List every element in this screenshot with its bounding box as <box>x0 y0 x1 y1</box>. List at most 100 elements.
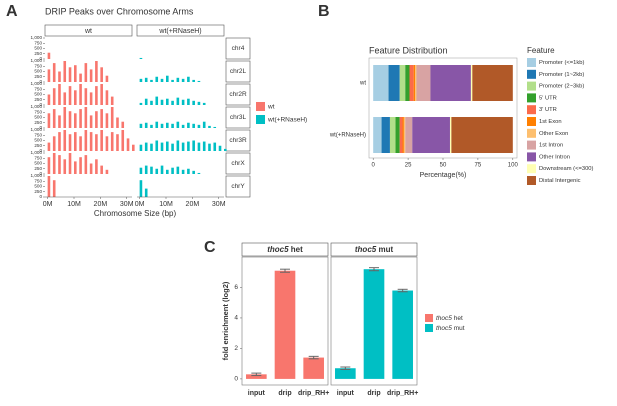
bar <box>208 125 211 128</box>
bar <box>79 157 82 174</box>
legend-swatch <box>527 176 536 185</box>
bar <box>58 71 61 82</box>
bar <box>187 141 190 151</box>
bar <box>68 111 72 128</box>
bar <box>139 167 143 174</box>
bar <box>171 100 174 105</box>
y-tick-label: 0 <box>39 125 42 130</box>
x-tick-label: 0M <box>135 201 145 208</box>
row-strip <box>225 175 251 198</box>
row-strip <box>225 106 251 129</box>
bar <box>58 84 61 105</box>
row-label: chr2L <box>230 68 247 75</box>
bar <box>192 100 195 105</box>
bar-segment <box>409 65 414 101</box>
bar <box>192 79 195 82</box>
y-tick-label: 500 <box>34 46 42 51</box>
facet-label: thoc5 het <box>267 245 303 254</box>
x-axis-label: Chromosome Size (bp) <box>94 209 177 218</box>
bar <box>89 132 93 151</box>
bar-segment <box>399 117 403 153</box>
bar <box>100 67 103 82</box>
chart-title: DRIP Peaks over Chromosome Arms <box>45 6 194 16</box>
bar-segment <box>389 117 396 153</box>
bar-segment <box>449 117 452 153</box>
bar <box>363 269 385 379</box>
x-tick-label: 75 <box>475 163 482 169</box>
bar <box>74 161 77 174</box>
y-tick-label: 0 <box>39 56 42 61</box>
legend-label: Downstream (<=300) <box>539 166 594 172</box>
bar <box>176 166 180 174</box>
y-tick-label: 250 <box>34 143 42 148</box>
bar <box>47 176 51 197</box>
y-tick-label: 750 <box>34 178 42 183</box>
bar <box>68 86 72 105</box>
y-tick-label: 500 <box>34 184 42 189</box>
bar <box>144 165 148 174</box>
bar <box>197 172 201 174</box>
panel-label: C <box>204 239 216 256</box>
legend-label: 1st Exon <box>539 119 562 125</box>
bar <box>68 153 72 174</box>
bar <box>110 96 114 105</box>
bar <box>105 113 109 128</box>
bar <box>47 142 51 151</box>
bar <box>176 121 180 128</box>
y-tick-label: 4 <box>234 315 238 322</box>
bar <box>181 169 185 174</box>
bar <box>150 79 153 82</box>
bar <box>105 90 109 105</box>
bar <box>63 159 67 174</box>
bar-segment <box>430 65 471 101</box>
error-bar <box>397 288 408 293</box>
bar-segment <box>472 65 513 101</box>
bar <box>121 130 125 151</box>
bar <box>224 148 227 151</box>
legend-swatch <box>425 324 433 332</box>
y-tick-label: 1,000 <box>31 173 43 178</box>
bar <box>139 123 143 128</box>
bar <box>95 111 98 128</box>
x-tick-label: 30M <box>212 201 226 208</box>
bar <box>58 115 61 128</box>
legend-label: Other Intron <box>539 154 570 160</box>
bar <box>79 84 82 105</box>
bar <box>139 57 143 59</box>
bar <box>74 90 77 105</box>
plot-area <box>330 256 418 386</box>
bar <box>181 142 185 151</box>
error-bar <box>251 372 262 377</box>
bar <box>218 145 222 151</box>
x-axis-label: Percentage(%) <box>420 172 467 179</box>
x-tick-label: drip_RH+ <box>387 390 418 397</box>
chart-title: Feature Distribution <box>369 45 448 55</box>
bar <box>155 168 159 174</box>
bar <box>110 132 114 151</box>
bar <box>181 124 185 128</box>
bar <box>197 80 201 82</box>
facet-label: wt <box>84 28 92 35</box>
error-bar <box>369 267 379 272</box>
bar <box>95 134 98 151</box>
bar <box>144 142 148 151</box>
y-tick-label: 750 <box>34 40 42 45</box>
bar <box>202 121 206 128</box>
bar <box>100 109 103 128</box>
y-tick-label: 0 <box>234 376 238 383</box>
legend-label: Promoter (<=1kb) <box>539 60 584 66</box>
bar <box>79 109 82 128</box>
bar <box>166 141 169 151</box>
x-tick-label: drip <box>367 390 380 397</box>
legend-gene: thoc5 <box>436 315 452 322</box>
bar <box>197 124 201 128</box>
y-tick-label: 500 <box>34 115 42 120</box>
error-bar <box>308 355 319 360</box>
row-label: chrX <box>231 160 245 167</box>
facet-strip <box>330 242 418 257</box>
x-tick-label: drip <box>278 390 291 397</box>
bar <box>63 107 67 128</box>
bar-segment <box>381 117 390 153</box>
bar-segment <box>373 65 389 101</box>
bar <box>89 115 93 128</box>
